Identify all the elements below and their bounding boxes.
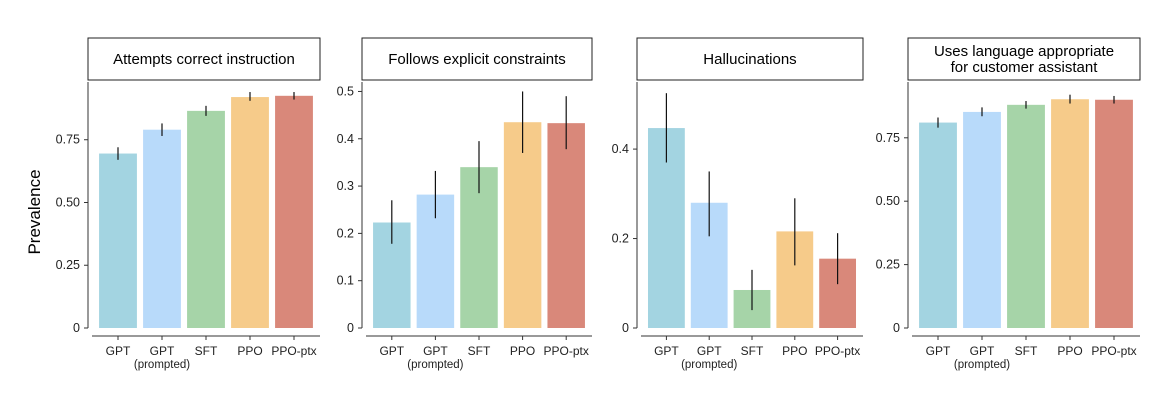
y-axis-label: Prevalence xyxy=(25,169,44,254)
y-tick-label: 0.50 xyxy=(876,194,900,208)
chart-panels: Attempts correct instruction00.250.500.7… xyxy=(56,37,1141,371)
chart-panel-2: Follows explicit constraints 0 0.1 0.2 0.3 0.… xyxy=(337,37,593,371)
panel-title: Hallucinations xyxy=(703,51,796,68)
x-tick-label: PPO xyxy=(237,344,262,358)
x-tick-label: PPO-ptx xyxy=(544,344,589,358)
x-tick-sublabel: (prompted) xyxy=(954,359,1010,371)
x-tick-label: GPT xyxy=(150,344,175,358)
y-tick-label: 0 xyxy=(347,321,354,335)
y-tick-label: 0.5 xyxy=(337,84,354,98)
bar xyxy=(1095,99,1133,328)
x-tick-sublabel: (prompted) xyxy=(407,359,463,371)
x-tick-sublabel: (prompted) xyxy=(681,359,737,371)
bar xyxy=(547,123,585,329)
y-tick-label: 0 xyxy=(893,321,900,335)
x-tick-label: GPT xyxy=(970,344,995,358)
y-tick-label: 0.50 xyxy=(56,195,80,209)
bar xyxy=(143,129,181,328)
panel-title: Uses language appropriate xyxy=(934,43,1114,60)
x-tick-label: GPT xyxy=(926,344,951,358)
bar xyxy=(187,110,225,329)
bar xyxy=(1007,104,1045,329)
panel-title: Attempts correct instruction xyxy=(113,51,295,68)
bar xyxy=(1051,99,1089,328)
panel-title-box xyxy=(361,37,593,81)
x-tick-label: GPT xyxy=(379,344,404,358)
bar xyxy=(275,95,313,328)
x-tick-label: PPO-ptx xyxy=(1091,344,1136,358)
chart-panel-1: Attempts correct instruction 0 0.25 0.50 0.7… xyxy=(56,37,321,371)
panel-title-box xyxy=(907,37,1141,81)
y-tick-label: 0.3 xyxy=(337,179,354,193)
panel-title-box xyxy=(636,37,864,81)
x-tick-label: PPO xyxy=(782,344,807,358)
bar xyxy=(231,97,269,329)
x-tick-label: GPT xyxy=(423,344,448,358)
panel-title: Follows explicit constraints xyxy=(388,51,566,68)
y-tick-label: 0.25 xyxy=(56,258,80,272)
y-tick-label: 0 xyxy=(622,321,629,335)
x-tick-label: GPT xyxy=(654,344,679,358)
y-tick-label: 0.75 xyxy=(56,133,80,147)
y-tick-label: 0.75 xyxy=(876,131,900,145)
bar xyxy=(99,153,137,328)
x-tick-label: SFT xyxy=(468,344,491,358)
bar xyxy=(963,111,1001,328)
bar xyxy=(919,122,957,328)
panel-title-box xyxy=(87,37,321,81)
x-tick-label: GPT xyxy=(697,344,722,358)
x-tick-label: SFT xyxy=(1015,344,1038,358)
y-tick-label: 0.2 xyxy=(612,232,629,246)
x-tick-label: SFT xyxy=(741,344,764,358)
y-tick-label: 0.4 xyxy=(337,132,354,146)
x-tick-label: PPO-ptx xyxy=(271,344,316,358)
x-tick-label: SFT xyxy=(195,344,218,358)
y-tick-label: 0 xyxy=(73,321,80,335)
bar xyxy=(460,167,498,328)
chart-panel-3: Hallucinations 0 0.2 0.4 GPT GPT(prompted) SFT… xyxy=(612,37,864,371)
bar xyxy=(503,122,542,328)
x-tick-sublabel: (prompted) xyxy=(134,359,190,371)
y-tick-label: 0.25 xyxy=(876,258,900,272)
y-tick-label: 0.1 xyxy=(337,274,354,288)
x-tick-label: GPT xyxy=(106,344,131,358)
panel-title: for customer assistant xyxy=(951,59,1099,76)
x-tick-label: PPO-ptx xyxy=(815,344,860,358)
y-tick-label: 0.2 xyxy=(337,226,354,240)
x-tick-label: PPO xyxy=(1057,344,1082,358)
x-tick-label: PPO xyxy=(510,344,535,358)
y-tick-label: 0.4 xyxy=(612,142,629,156)
